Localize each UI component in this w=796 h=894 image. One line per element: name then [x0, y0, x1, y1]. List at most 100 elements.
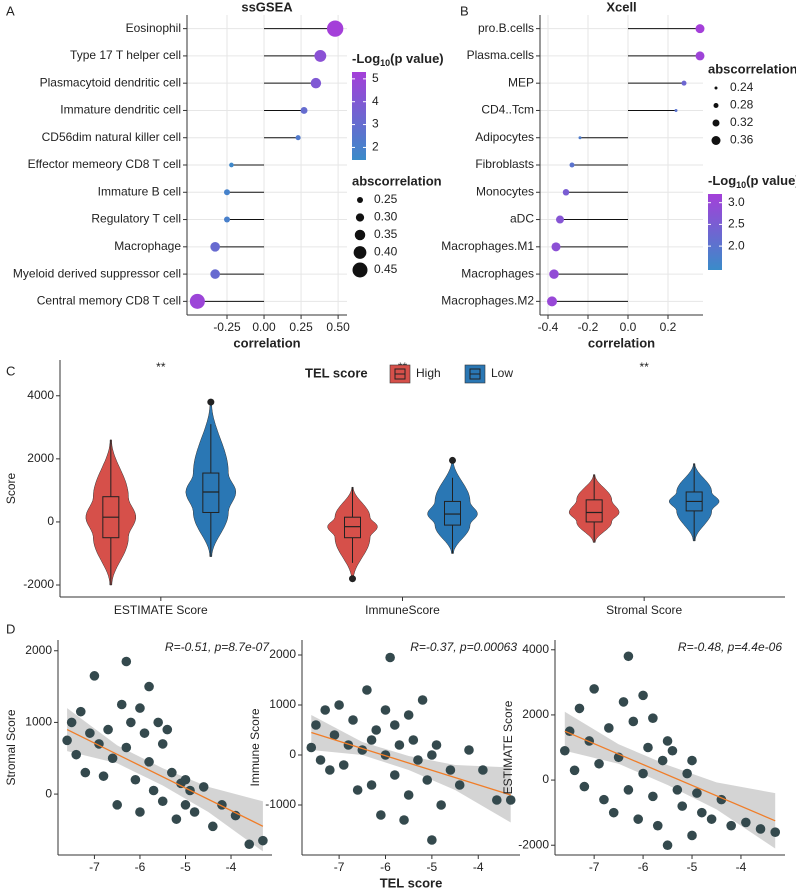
point: [362, 685, 372, 695]
y-tick-label: 2000: [269, 647, 296, 661]
point: [230, 810, 241, 821]
x-tick-label: -0.25: [213, 320, 241, 334]
point: [371, 725, 382, 735]
category-label: Immature dendritic cell: [60, 103, 181, 117]
category-label: CD4..Tcm: [481, 103, 534, 117]
point: [662, 736, 673, 746]
point: [559, 745, 570, 756]
category-label: Macrophages.M2: [441, 294, 534, 308]
x-tick-label: 0.0: [620, 320, 637, 334]
point: [66, 717, 77, 728]
category-label: Effector memeory CD8 T cell: [28, 157, 181, 171]
point: [62, 735, 72, 746]
point: [139, 728, 150, 738]
size-legend-label: 0.28: [730, 98, 754, 112]
y-tick-label: 0: [47, 514, 54, 528]
point: [385, 652, 395, 663]
point: [348, 715, 358, 725]
box: [202, 472, 220, 513]
lollipop-dot: [674, 108, 678, 112]
lollipop-dot: [549, 269, 559, 279]
legend-title-part: -Log: [708, 173, 736, 188]
lollipop-dot: [681, 80, 687, 86]
point: [422, 775, 433, 785]
color-legend-title: -Log10(p value): [352, 51, 444, 68]
point: [162, 724, 173, 735]
size-legend-title: abscorrelation: [352, 173, 442, 188]
lollipop-dot: [224, 189, 230, 196]
point: [648, 791, 658, 802]
point: [311, 720, 321, 730]
point: [682, 768, 692, 779]
point: [244, 839, 255, 850]
point: [376, 810, 386, 820]
y-tick-label: 4000: [522, 642, 549, 656]
point: [171, 814, 182, 824]
size-legend-label: 0.25: [374, 192, 398, 206]
x-tick-label: -4: [473, 860, 484, 874]
x-tick-label: -4: [736, 860, 747, 874]
point: [167, 767, 177, 778]
color-legend-title: -Log10(p value): [708, 173, 796, 190]
point: [144, 681, 154, 692]
size-legend-label: 0.40: [374, 245, 398, 259]
point: [380, 705, 391, 715]
point: [130, 774, 141, 785]
point: [408, 735, 419, 745]
point: [121, 742, 132, 753]
point: [189, 807, 200, 817]
box: [344, 516, 361, 539]
annotation: R=-0.51, p=8.7e-07: [165, 640, 270, 654]
point: [135, 703, 145, 713]
x-tick-label: -5: [427, 860, 438, 874]
confidence-band: [67, 708, 263, 852]
size-legend-label: 0.36: [730, 133, 754, 147]
x-tick-label: 0.2: [660, 320, 677, 334]
legend-title-subscript: 10: [736, 180, 746, 190]
colorbar-label: 3: [372, 117, 379, 131]
size-legend-dot: [355, 213, 365, 222]
x-tick-label: Stromal Score: [606, 603, 682, 617]
x-axis-label: correlation: [588, 335, 655, 350]
chart-title: Xcell: [606, 0, 636, 14]
x-tick-label: -4: [226, 860, 237, 874]
lollipop-dot: [547, 296, 557, 307]
point: [352, 785, 363, 795]
point: [325, 765, 335, 775]
lollipop-dot: [210, 269, 220, 279]
point: [107, 753, 118, 764]
point: [198, 782, 209, 792]
point: [770, 827, 781, 837]
x-axis-label: TEL score: [380, 875, 443, 890]
point: [638, 690, 648, 701]
confidence-band: [311, 715, 511, 823]
colorbar: [352, 72, 366, 160]
x-tick-label: -7: [89, 860, 100, 874]
point: [380, 750, 391, 760]
lollipop-dot: [556, 215, 564, 224]
point: [403, 790, 414, 800]
point: [667, 745, 678, 756]
confidence-band: [564, 711, 776, 849]
point: [329, 730, 340, 740]
y-tick-label: 2000: [27, 451, 54, 465]
x-tick-label: ESTIMATE Score: [114, 603, 208, 617]
lollipop-dot: [224, 216, 230, 223]
point: [436, 800, 446, 810]
size-legend-dot: [354, 229, 366, 241]
point: [618, 697, 629, 707]
point: [144, 757, 154, 767]
category-label: Plasma.cells: [467, 48, 534, 62]
point: [741, 817, 751, 828]
significance: **: [639, 360, 649, 374]
legend-title-part: -Log: [352, 51, 380, 66]
point: [403, 710, 414, 720]
point: [672, 785, 683, 795]
point: [75, 706, 86, 717]
x-tick-label: -0.2: [578, 320, 599, 334]
lollipop-dot: [210, 242, 220, 252]
point: [153, 717, 163, 728]
point: [492, 795, 502, 805]
point: [157, 739, 168, 749]
size-legend-title: abscorrelation: [708, 61, 796, 76]
